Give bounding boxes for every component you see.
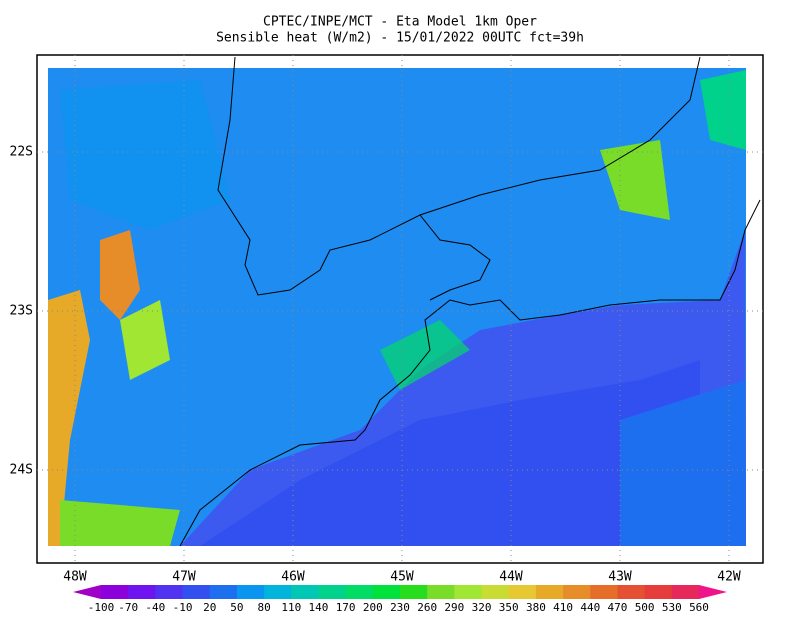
lat-label: 24S	[10, 463, 33, 478]
colorbar-label: 530	[662, 601, 682, 614]
grid	[37, 55, 763, 563]
colorbar-label: 440	[580, 601, 600, 614]
colorbar-box	[209, 585, 238, 599]
colorbar-label: -10	[173, 601, 193, 614]
colorbar-label: 410	[553, 601, 573, 614]
colorbar-label: 20	[203, 601, 216, 614]
colorbar-label: -70	[118, 601, 138, 614]
colorbar-label: 140	[309, 601, 329, 614]
title-line: Sensible heat (W/m2) - 15/01/2022 00UTC …	[216, 31, 584, 46]
colorbar-box	[182, 585, 211, 599]
colorbar-label: 110	[281, 601, 301, 614]
colorbar-box	[481, 585, 510, 599]
colorbar-label: 380	[526, 601, 546, 614]
colorbar-box	[454, 585, 483, 599]
colorbar-box	[128, 585, 156, 599]
colorbar-box	[535, 585, 564, 599]
lon-label: 46W	[281, 570, 305, 585]
colorbar-box	[427, 585, 455, 599]
colorbar-label: 50	[230, 601, 243, 614]
colorbar-label: 230	[390, 601, 410, 614]
colorbar-arrow	[73, 585, 101, 599]
lat-label: 23S	[10, 304, 33, 319]
lon-label: 44W	[499, 570, 523, 585]
colorbar-box	[508, 585, 537, 599]
colorbar-box	[563, 585, 591, 599]
field	[48, 68, 746, 546]
colorbar-arrow	[699, 585, 727, 599]
lat-label: 22S	[10, 145, 33, 160]
colorbar-box	[671, 585, 700, 599]
colorbar-label: 560	[689, 601, 709, 614]
colorbar-label: 320	[472, 601, 492, 614]
colorbar-label: -40	[145, 601, 165, 614]
colorbar-label: 170	[336, 601, 356, 614]
lon-label: 42W	[717, 570, 741, 585]
lon-label: 43W	[608, 570, 632, 585]
colorbar-box	[400, 585, 428, 599]
colorbar-box	[291, 585, 319, 599]
colorbar-label: 260	[417, 601, 437, 614]
colorbar-label: 80	[257, 601, 270, 614]
colorbar-box	[590, 585, 618, 599]
colorbar-box	[236, 585, 265, 599]
colorbar-label: -100	[88, 601, 115, 614]
lon-label: 45W	[390, 570, 414, 585]
colorbar-label: 500	[635, 601, 655, 614]
colorbar-box	[617, 585, 646, 599]
lon-label: 47W	[172, 570, 196, 585]
colorbar-label: 290	[444, 601, 464, 614]
title-line: CPTEC/INPE/MCT - Eta Model 1km Oper	[263, 15, 537, 30]
colorbar-box	[345, 585, 374, 599]
colorbar-box	[101, 585, 129, 599]
colorbar-box	[644, 585, 673, 599]
colorbar-box	[318, 585, 347, 599]
colorbar-box	[372, 585, 401, 599]
lon-label: 48W	[63, 570, 87, 585]
colorbar-label: 200	[363, 601, 383, 614]
coastline	[179, 56, 761, 547]
colorbar-label: 350	[499, 601, 519, 614]
colorbar-label: 470	[608, 601, 628, 614]
colorbar-box	[155, 585, 184, 599]
colorbar-box	[264, 585, 292, 599]
